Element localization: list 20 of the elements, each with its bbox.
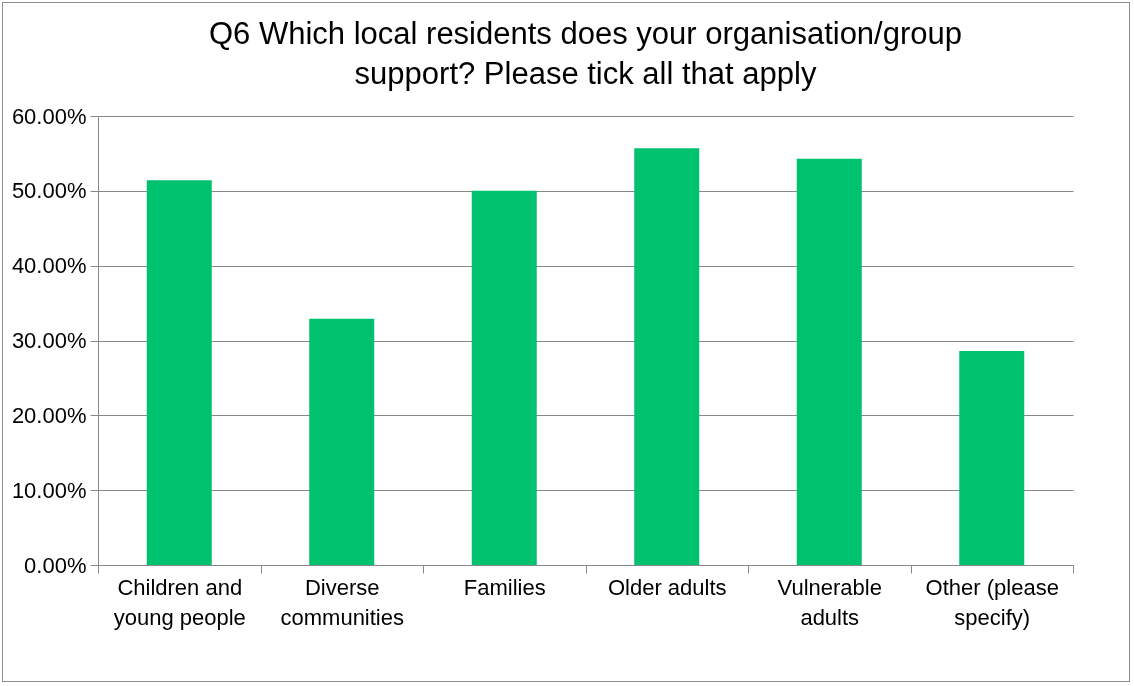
y-tick-label: 10.00% [11, 477, 87, 503]
chart-title: Q6 Which local residents does your organisation/group support? Please tick all that apply [208, 16, 963, 91]
y-tick-label: 60.00% [11, 103, 87, 129]
y-tick-label: 0.00% [24, 552, 87, 578]
x-tick-label: Older adults [607, 574, 727, 600]
bar [796, 158, 862, 565]
y-tick-label: 30.00% [11, 328, 87, 353]
bar [309, 318, 375, 565]
bar [146, 180, 212, 565]
y-tick-label: 40.00% [11, 253, 87, 279]
x-tick-label: Diverse communities [280, 574, 404, 630]
x-tick-label: Families [463, 574, 546, 600]
x-tick-label: Other (please specify) [925, 574, 1059, 630]
x-tick-label: Vulnerable adults [777, 574, 882, 630]
x-tick-label: Children and young people [113, 574, 246, 630]
bar [959, 350, 1025, 565]
y-tick-label: 20.00% [11, 402, 87, 428]
bar [634, 148, 700, 565]
bar [471, 190, 537, 565]
y-tick-label: 50.00% [11, 178, 87, 204]
